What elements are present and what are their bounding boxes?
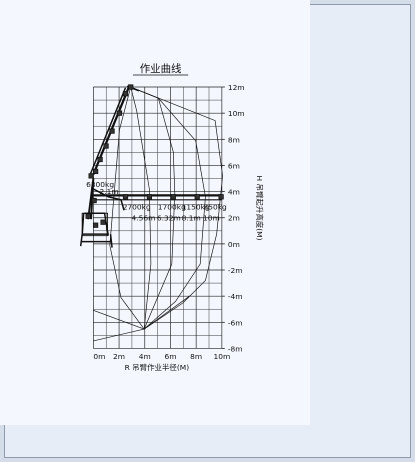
boom-joints <box>85 84 224 228</box>
load-label-3: 1700kg <box>158 203 186 212</box>
boom-joint <box>128 84 134 90</box>
boom-joint <box>103 143 109 149</box>
grid-lines <box>93 86 223 349</box>
y-tick-label: -8m <box>228 344 243 353</box>
y-tick-label: 8m <box>228 135 240 144</box>
boom-joint <box>93 222 99 228</box>
load-label-2: 2700kg <box>123 203 151 212</box>
radius-label-4: 8.1m <box>182 214 201 223</box>
boom-joint <box>91 197 97 204</box>
y-tick-label: 6m <box>228 161 240 170</box>
radius-label-5: 10m <box>203 214 220 223</box>
boom-joint <box>97 156 103 163</box>
boom-joint <box>194 194 200 200</box>
x-tick-label: 8m <box>190 352 202 361</box>
x-tick-label: 0m <box>93 352 105 361</box>
working-envelope <box>93 86 223 342</box>
crane-working-range-diagram: 作业曲线 12m 10m 8m 6m 4m 2m 0m -2m -4m -6m -8m 0m 2m 4m… <box>0 0 310 425</box>
y-tick-label: -6m <box>228 318 243 327</box>
y-tick-label: 4m <box>228 188 240 197</box>
envelope-curve-4 <box>130 86 152 330</box>
x-tick-label: 6m <box>164 352 176 361</box>
boom-joint <box>122 91 129 97</box>
boom-horizontal-arm <box>90 187 125 211</box>
boom-joint <box>93 168 99 175</box>
x-tick-label: 10m <box>213 352 230 361</box>
y-tick-labels: 12m 10m 8m 6m 4m 2m 0m -2m -4m -6m -8m <box>221 83 245 353</box>
boom-joint <box>146 194 153 200</box>
crane-base-body <box>81 212 109 237</box>
envelope-curve-inner <box>109 86 145 330</box>
y-tick-label: 10m <box>228 109 245 118</box>
boom-raised-lower <box>88 87 127 177</box>
envelope-lower-1 <box>93 310 145 330</box>
boom-joint <box>100 219 106 225</box>
y-tick-label: -4m <box>228 292 243 301</box>
y-tick-label: 12m <box>228 83 245 92</box>
radius-label-2: 4.56m <box>131 214 155 223</box>
radius-label-1: 2.1m <box>99 187 118 196</box>
boom-joint <box>170 194 176 200</box>
x-tick-label: 2m <box>113 352 125 361</box>
boom-joint <box>218 194 224 200</box>
y-axis-label: H 吊臂起升高度(M) <box>255 176 265 241</box>
boom-joint <box>122 194 129 200</box>
load-label-4: 1150kg <box>182 203 210 212</box>
boom-joint <box>109 128 115 134</box>
boom-joint <box>116 110 123 116</box>
x-tick-label: 4m <box>139 352 151 361</box>
load-labels: 6300kg 2.1m 2700kg 4.56m 1700kg 6.32m 11… <box>86 180 227 223</box>
envelope-curve-3 <box>130 86 176 330</box>
y-tick-label: 0m <box>228 240 240 249</box>
y-tick-label: 2m <box>228 214 240 223</box>
envelope-lower-2 <box>143 295 191 330</box>
diagram-title: 作业曲线 <box>140 62 182 75</box>
x-axis-label: R 吊臂作业半径(M) <box>125 362 190 372</box>
y-tick-label: -2m <box>228 266 243 275</box>
boom-joint <box>85 213 91 219</box>
x-tick-labels: 0m 2m 4m 6m 8m 10m <box>93 352 230 361</box>
radius-label-3: 6.32m <box>157 214 181 223</box>
boom-joint <box>88 173 94 179</box>
load-label-1: 6300kg <box>86 180 114 189</box>
load-label-5: 850kg <box>203 203 227 212</box>
